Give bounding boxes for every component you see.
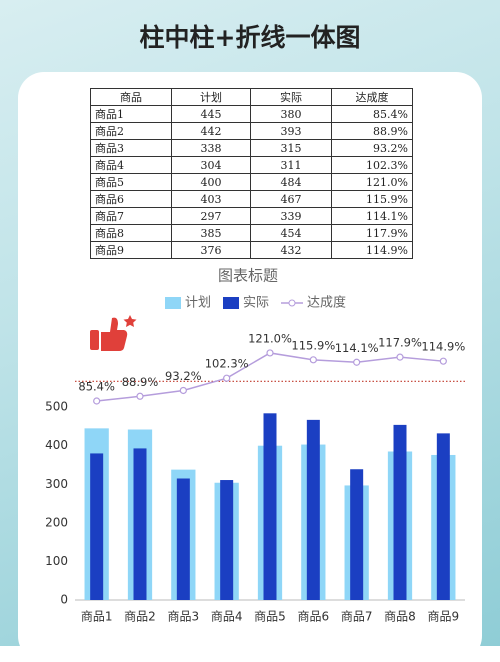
legend-swatch [288, 299, 296, 307]
bar [393, 424, 407, 600]
bar [306, 419, 320, 600]
line-point [353, 358, 361, 366]
x-tick-label: 商品7 [341, 609, 373, 624]
chart: 图表标题 计划 实际 达成度 0 100 200 300 400 500 85.4% 88.9% 93… [45, 267, 465, 624]
x-tick-label: 商品8 [384, 609, 416, 624]
table-cell: 121.0% [331, 173, 413, 191]
table-row: 商品2 442 393 88.9% [90, 122, 413, 140]
y-tick-label: 200 [45, 515, 68, 529]
data-label: 121.0% [248, 331, 292, 345]
x-tick-label: 商品1 [81, 609, 113, 624]
data-label: 115.9% [291, 338, 335, 352]
bar [90, 453, 104, 600]
line-point [439, 357, 447, 365]
data-label: 88.9% [122, 375, 159, 389]
x-tick-label: 商品9 [428, 609, 460, 624]
y-tick-label: 300 [45, 477, 68, 491]
bar [176, 478, 190, 600]
chart-title: 图表标题 [218, 267, 278, 285]
bar [220, 480, 234, 600]
legend-swatch [223, 297, 239, 309]
table-row: 商品8 385 454 117.9% [90, 224, 413, 242]
y-tick-label: 500 [45, 400, 68, 414]
table-cell: 114.9% [331, 241, 413, 259]
bar [350, 469, 364, 600]
line-point [179, 386, 187, 395]
x-tick-label: 商品2 [124, 609, 156, 624]
x-tick-label: 商品6 [298, 609, 330, 624]
legend-swatch [165, 297, 181, 309]
thumbs-up-icon [90, 315, 137, 351]
line-point [309, 356, 317, 364]
column-header: 达成度 [331, 88, 413, 106]
table-cell: 442 [171, 122, 251, 140]
y-tick-label: 400 [45, 438, 68, 452]
table-cell: 商品2 [90, 122, 172, 140]
line-point [93, 397, 101, 405]
table-cell: 338 [171, 139, 251, 157]
data-table: 商品 计划 实际 达成度 商品1 445 380 85.4% 商品2 442 393 88.9% 商品3… [90, 88, 413, 259]
page: 柱中柱+折线一体图 商品 计划 实际 达成度 商品1 445 380 85.4% 商品2 442 3… [0, 0, 500, 646]
y-tick-label: 0 [60, 593, 68, 607]
line-point [266, 349, 274, 357]
line-point [396, 353, 404, 361]
x-tick-label: 商品5 [254, 609, 286, 624]
table-cell: 376 [171, 241, 251, 259]
bar [436, 433, 450, 600]
legend-label: 计划 [185, 296, 211, 311]
data-label: 114.1% [335, 341, 379, 355]
table-header-row: 商品 计划 实际 达成度 [90, 88, 413, 106]
y-tick-label: 100 [45, 554, 68, 568]
table-row: 商品9 376 432 114.9% [90, 241, 413, 259]
table-cell: 商品4 [90, 156, 172, 174]
bar [263, 413, 277, 600]
line-point [223, 374, 231, 382]
column-header: 商品 [90, 88, 172, 106]
table-row: 商品4 304 311 102.3% [90, 156, 413, 174]
line-point [136, 392, 144, 400]
data-label: 117.9% [378, 336, 422, 350]
page-title: 柱中柱+折线一体图 [139, 23, 361, 52]
data-label: 102.3% [205, 357, 249, 371]
table-cell: 商品9 [90, 241, 172, 259]
legend-label: 实际 [243, 296, 269, 311]
table-cell: 商品3 [90, 139, 172, 157]
data-label: 85.4% [78, 380, 115, 394]
table-cell: 432 [250, 241, 332, 259]
legend-label: 达成度 [307, 295, 346, 311]
data-label: 93.2% [165, 369, 202, 383]
data-label: 114.9% [421, 340, 465, 354]
bar [133, 448, 147, 600]
x-tick-label: 商品3 [168, 609, 200, 624]
x-tick-label: 商品4 [211, 609, 243, 624]
